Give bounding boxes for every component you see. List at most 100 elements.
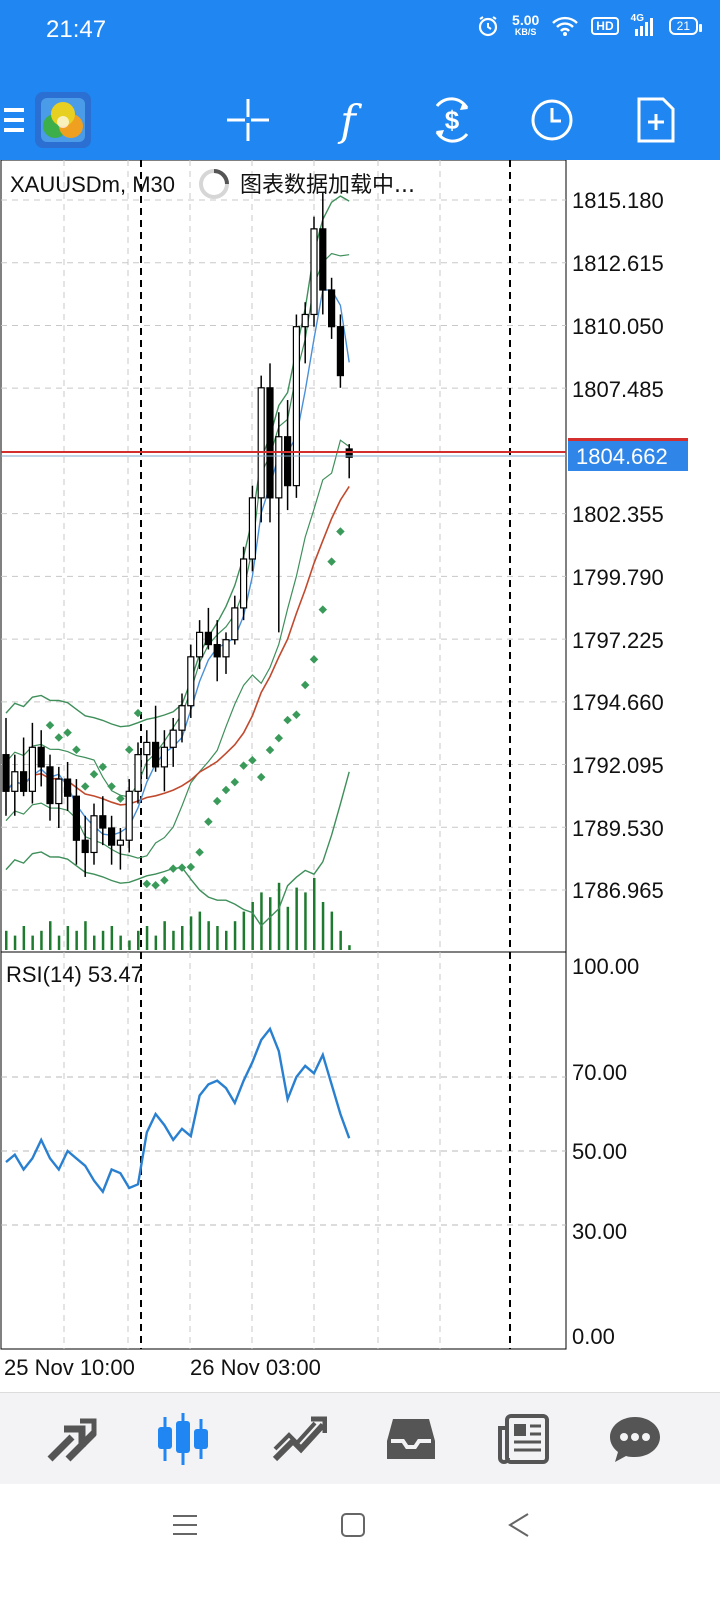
- candle-body: [345, 448, 353, 458]
- status-time: 21:47: [46, 16, 107, 43]
- candle-body: [284, 436, 292, 487]
- psar-dot: [256, 772, 266, 782]
- candle-body: [63, 778, 72, 797]
- crosshair-button[interactable]: [212, 80, 284, 160]
- volume-bar: [216, 926, 219, 950]
- volume-bar: [181, 926, 184, 950]
- rsi-level-label: 0.00: [572, 1324, 615, 1349]
- app-logo-button[interactable]: [30, 80, 96, 160]
- psar-dot: [292, 710, 301, 719]
- volume-bar: [321, 902, 325, 950]
- volume-bar: [110, 926, 114, 950]
- history-button[interactable]: [516, 80, 588, 160]
- psar-dot: [274, 733, 284, 743]
- volume-bar: [207, 921, 210, 950]
- volume-bar: [75, 930, 78, 950]
- volume-bar: [119, 935, 122, 950]
- indicators-button[interactable]: f: [312, 80, 384, 160]
- bollinger-lower: [5, 771, 350, 927]
- candle-body: [72, 795, 81, 841]
- wifi-icon: [552, 16, 579, 36]
- candle-body: [292, 326, 300, 487]
- volume-bar: [313, 878, 316, 950]
- price-label: 1794.660: [572, 690, 664, 715]
- price-label: 1815.180: [572, 188, 664, 213]
- volume-bar: [304, 892, 307, 950]
- candle-body: [240, 558, 248, 609]
- candle-body: [178, 705, 186, 731]
- candle-body: [328, 289, 336, 328]
- volume-bar: [101, 930, 105, 950]
- rsi-pane[interactable]: [0, 951, 567, 1350]
- new-order-button[interactable]: [620, 80, 692, 160]
- rsi-label: RSI(14) 53.47: [6, 962, 143, 987]
- recent-apps-icon[interactable]: [172, 1512, 198, 1538]
- candle-body: [187, 656, 195, 707]
- menu-icon: [4, 108, 24, 132]
- volume-bar: [277, 882, 281, 950]
- nav-history[interactable]: [356, 1393, 466, 1485]
- back-icon[interactable]: [506, 1512, 532, 1538]
- candle-body: [134, 754, 142, 792]
- nav-quotes[interactable]: [18, 1393, 128, 1485]
- candle-body: [213, 643, 221, 658]
- time-label: 26 Nov 03:00: [190, 1355, 321, 1380]
- volume-bars: [5, 878, 351, 950]
- signal-icon: 4G: [631, 13, 657, 37]
- volume-bar: [31, 935, 34, 950]
- volume-bar: [242, 911, 246, 950]
- nav-chat[interactable]: [580, 1393, 690, 1485]
- rsi-axis: 100.00 70.00 50.00 30.00 0.00: [572, 954, 639, 1349]
- nav-trade[interactable]: [244, 1393, 354, 1485]
- volume-bar: [40, 930, 43, 950]
- volume-bar: [145, 926, 149, 950]
- rsi-level-label: 100.00: [572, 954, 639, 979]
- candle-body: [11, 771, 19, 792]
- alarm-icon: [478, 16, 498, 37]
- candle-body: [116, 839, 125, 846]
- net-speed: 5.00 KB/S: [512, 12, 540, 37]
- nav-news[interactable]: [468, 1393, 578, 1485]
- volume-bar: [154, 935, 158, 950]
- candle-body: [107, 827, 116, 846]
- price-label: 1786.965: [572, 878, 664, 903]
- symbol-label: XAUUSDm, M30: [10, 172, 175, 197]
- volume-bar: [295, 887, 298, 950]
- current-price-label: 1804.662: [576, 444, 668, 469]
- price-axis: 1815.180 1812.615 1810.050 1807.485 1802…: [572, 188, 664, 903]
- svg-text:$: $: [445, 105, 460, 135]
- menu-button[interactable]: [0, 80, 30, 160]
- candle-body: [152, 741, 160, 768]
- loading-text: 图表数据加载中...: [240, 173, 415, 198]
- candle-body: [222, 639, 230, 658]
- nav-chart[interactable]: [128, 1393, 238, 1485]
- volume-bar: [66, 926, 70, 950]
- candle-body: [125, 790, 133, 841]
- candle-body: [28, 746, 36, 792]
- price-label: 1799.790: [572, 565, 664, 590]
- candle-body: [196, 631, 204, 658]
- top-bar: 21:47 5.00 KB/S HD 4G 21: [0, 0, 720, 160]
- candle-body: [160, 746, 168, 768]
- volume-bar: [330, 911, 334, 950]
- psar-dot: [327, 557, 336, 566]
- price-label: 1792.095: [572, 753, 664, 778]
- volume-bar: [269, 897, 272, 950]
- app-logo: [35, 92, 91, 148]
- chart-canvas[interactable]: 1815.180 1812.615 1810.050 1807.485 1802…: [0, 160, 720, 1390]
- home-icon[interactable]: [340, 1512, 366, 1538]
- chat-bubble-icon: [610, 1417, 660, 1462]
- psar-dot: [265, 745, 275, 755]
- trade-button[interactable]: $: [416, 80, 488, 160]
- candle-body: [90, 815, 98, 854]
- loading-spinner-icon: [199, 169, 229, 199]
- time-label: 25 Nov 10:00: [4, 1355, 135, 1380]
- trade-trend-icon: [272, 1416, 327, 1462]
- candle-body: [169, 729, 177, 748]
- fast-moving-average: [5, 289, 350, 837]
- candle-body: [301, 313, 309, 328]
- price-label: 1797.225: [572, 628, 664, 653]
- psar-dot: [318, 605, 328, 614]
- envelope-upper: [5, 252, 350, 798]
- volume-bar: [84, 921, 87, 950]
